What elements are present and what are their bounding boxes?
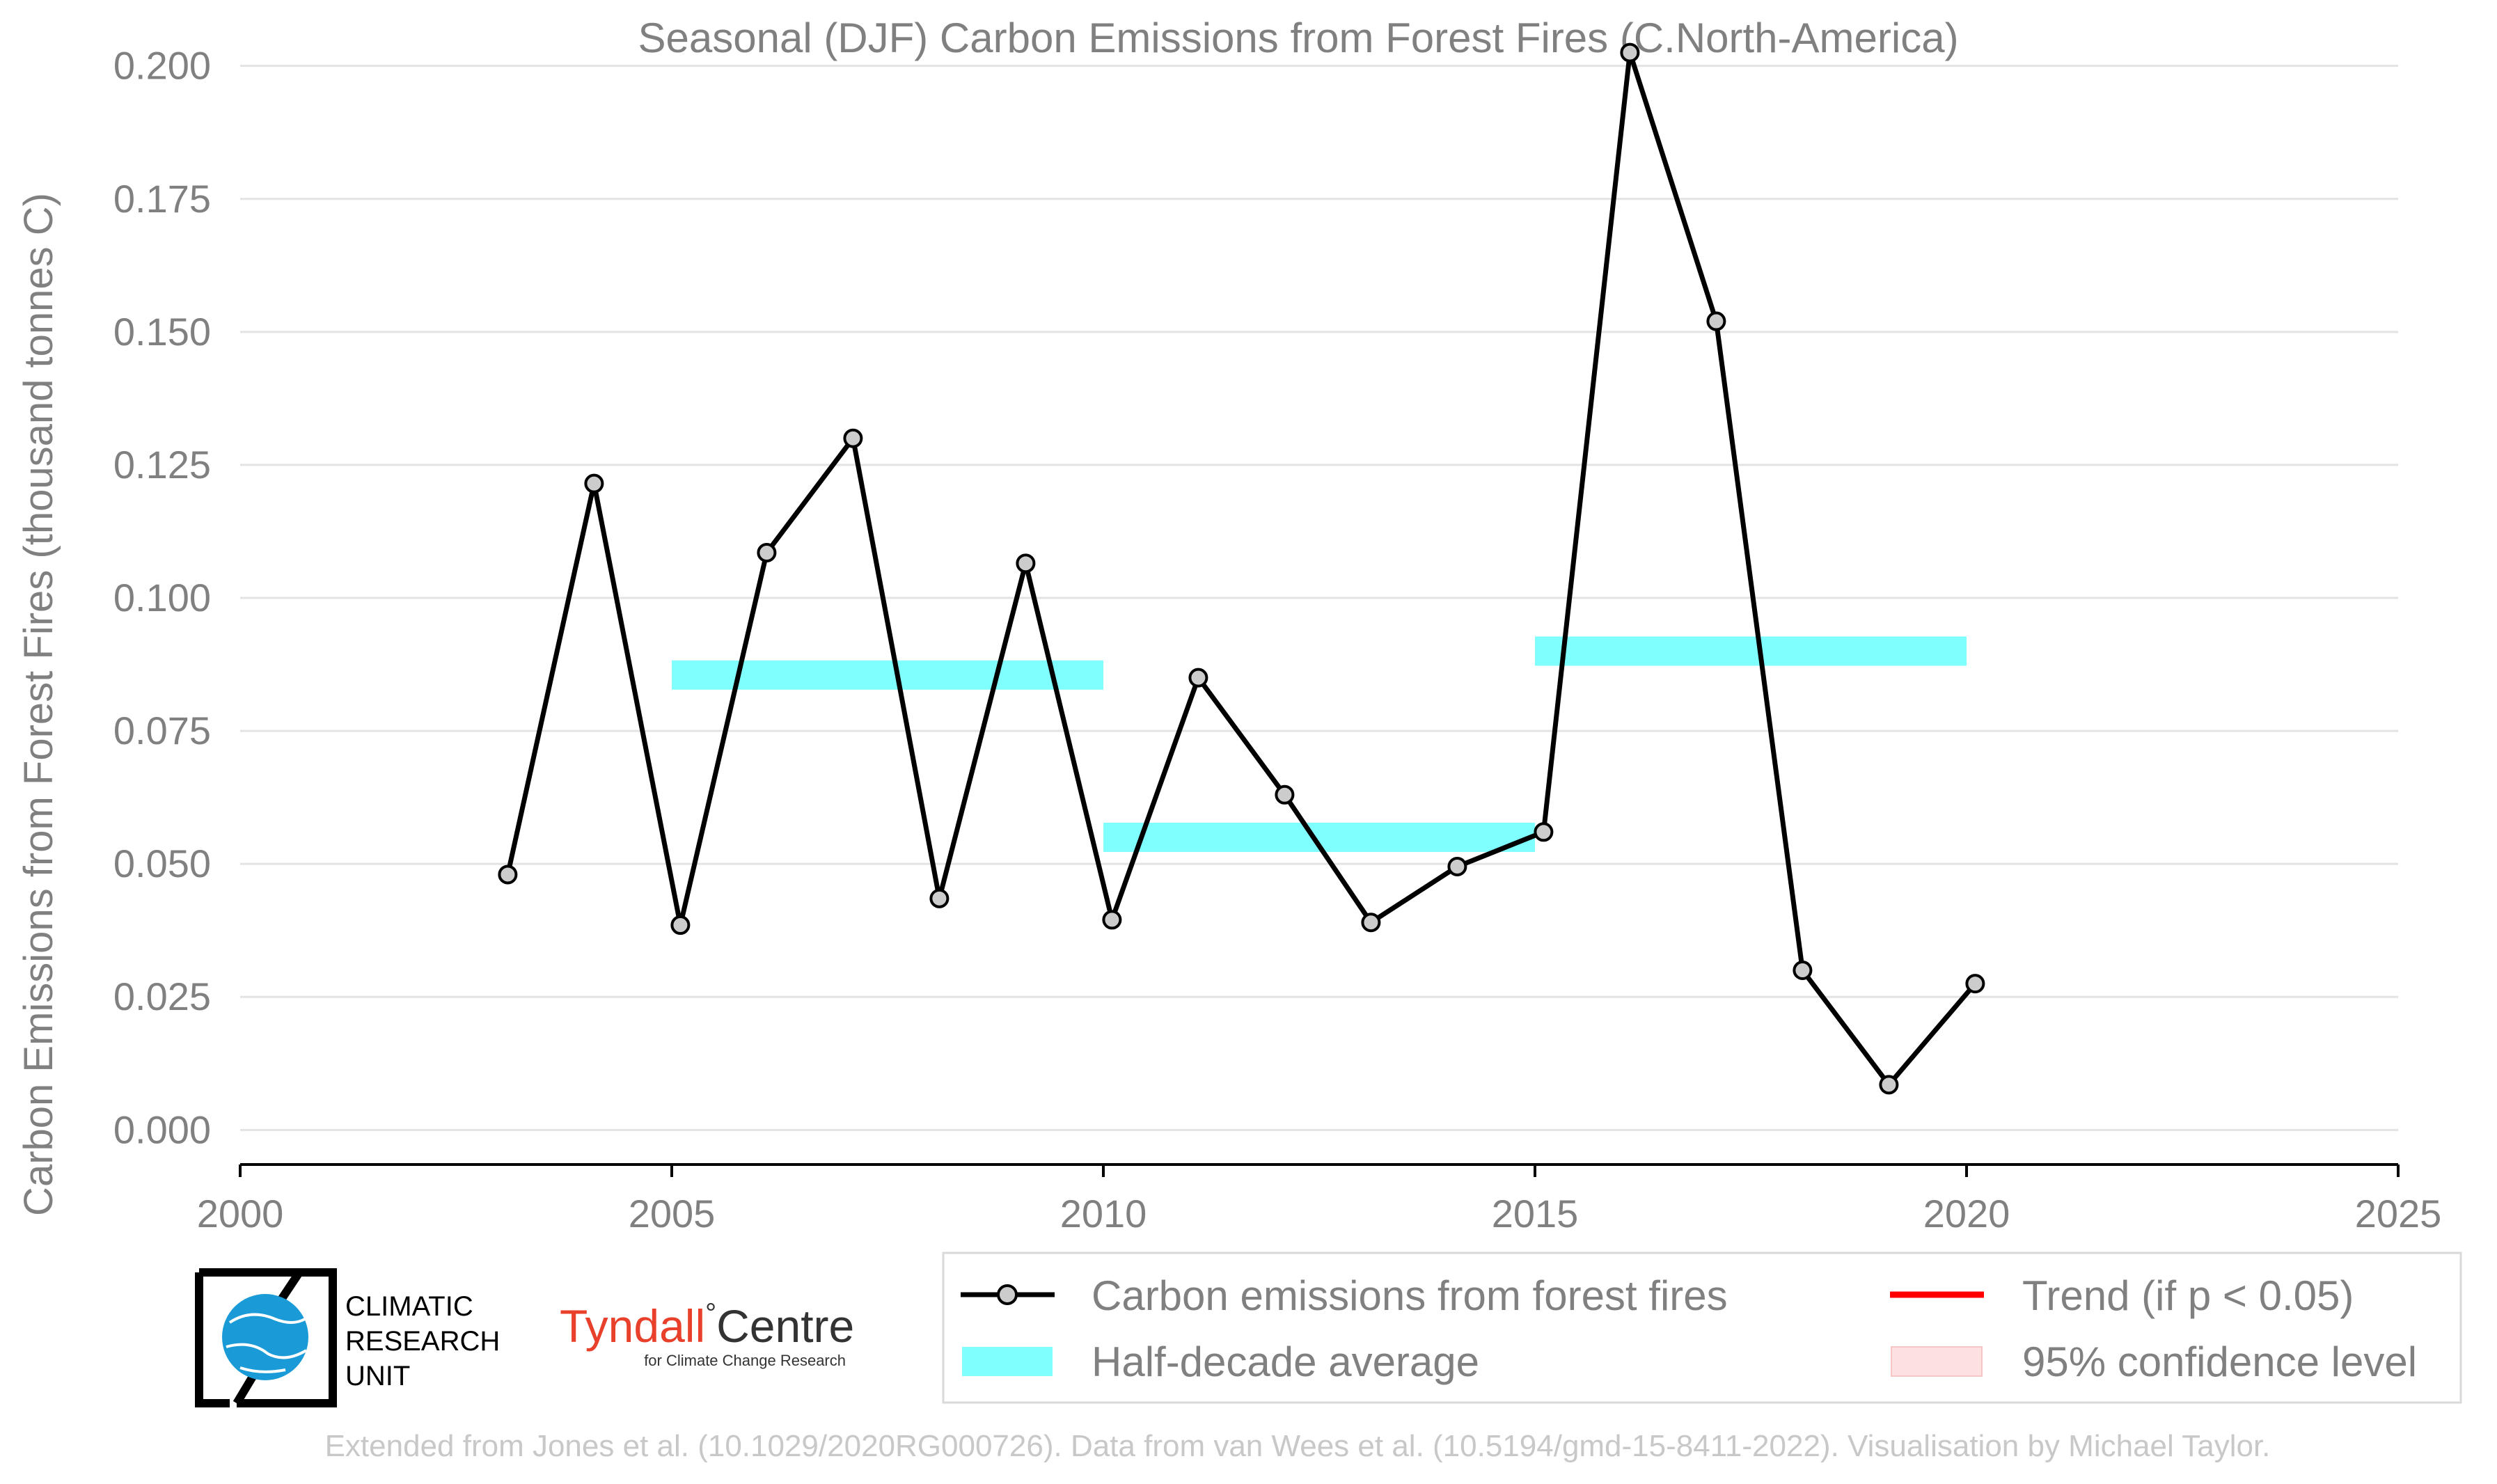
y-tick-label: 0.125 (113, 443, 211, 487)
data-point (1879, 1075, 1899, 1095)
legend-label-emissions: Carbon emissions from forest fires (1092, 1272, 1728, 1319)
data-point (1188, 668, 1208, 688)
data-point (1447, 856, 1467, 876)
data-point (1102, 910, 1122, 930)
data-point (1534, 822, 1554, 842)
globe-icon (222, 1294, 308, 1380)
legend-label-trend: Trend (if p < 0.05) (2022, 1272, 2354, 1319)
x-tick-label: 2025 (2355, 1192, 2442, 1236)
data-point (670, 915, 691, 936)
half-decade-average-bar (1535, 636, 1967, 666)
x-tick-label: 2000 (197, 1192, 284, 1236)
legend-marker-icon (997, 1284, 1018, 1305)
data-point (1620, 42, 1640, 63)
cru-line-2: RESEARCH (345, 1326, 500, 1357)
y-tick-label: 0.175 (113, 177, 211, 221)
data-point (843, 428, 863, 448)
x-tick-label: 2005 (629, 1192, 716, 1236)
data-point (1965, 974, 1985, 994)
half-decade-average-bar (672, 660, 1103, 690)
data-point (757, 543, 777, 563)
y-axis-ticks: 0.000 0.025 0.050 0.075 0.100 0.125 0.150 0.175… (113, 44, 211, 1152)
legend-patch-confidence (1891, 1346, 1983, 1377)
tyndall-degree: ° (705, 1298, 716, 1329)
data-point (1706, 311, 1726, 331)
tyndall-centre: Centre (716, 1300, 854, 1352)
x-axis: 2000 2005 2010 2015 2020 2025 (197, 1163, 2442, 1236)
cru-line-3: UNIT (345, 1361, 410, 1391)
x-tick-label: 2015 (1492, 1192, 1579, 1236)
tyndall-logo: Tyndall°Centre for Climate Change Resear… (560, 1298, 854, 1369)
x-tick-label: 2020 (1923, 1192, 2010, 1236)
data-point (1793, 961, 1813, 981)
chart-title: Seasonal (DJF) Carbon Emissions from For… (638, 15, 1958, 61)
data-point (584, 473, 604, 494)
y-tick-label: 0.000 (113, 1107, 211, 1151)
y-tick-label: 0.100 (113, 576, 211, 619)
y-tick-label: 0.200 (113, 44, 211, 88)
data-point (498, 865, 518, 885)
legend-label-average: Half-decade average (1092, 1339, 1479, 1385)
tyndall-subtitle: for Climate Change Research (644, 1352, 846, 1369)
data-point (929, 888, 950, 908)
legend-patch-average (962, 1347, 1053, 1376)
y-axis-label: Carbon Emissions from Forest Fires (thou… (16, 193, 61, 1216)
y-tick-label: 0.025 (113, 974, 211, 1018)
data-point (1361, 913, 1381, 933)
cru-line-1: CLIMATIC (345, 1291, 473, 1322)
data-point (1016, 553, 1036, 574)
y-tick-label: 0.050 (113, 842, 211, 885)
svg-text:Tyndall°Centre: Tyndall°Centre (560, 1298, 854, 1352)
cru-logo: CLIMATIC RESEARCH UNIT (195, 1268, 500, 1407)
legend-label-confidence: 95% confidence level (2022, 1339, 2417, 1385)
data-point (1275, 784, 1295, 805)
legend: Carbon emissions from forest fires Half-… (942, 1252, 2462, 1404)
y-tick-label: 0.150 (113, 310, 211, 354)
x-tick-label: 2010 (1060, 1192, 1147, 1236)
emissions-series (498, 42, 1985, 1095)
credit-line: Extended from Jones et al. (10.1029/2020… (325, 1429, 2271, 1463)
grid-lines (240, 65, 2398, 1131)
tyndall-name: Tyndall (560, 1300, 705, 1352)
series-line (505, 50, 1978, 1087)
y-tick-label: 0.075 (113, 709, 211, 752)
